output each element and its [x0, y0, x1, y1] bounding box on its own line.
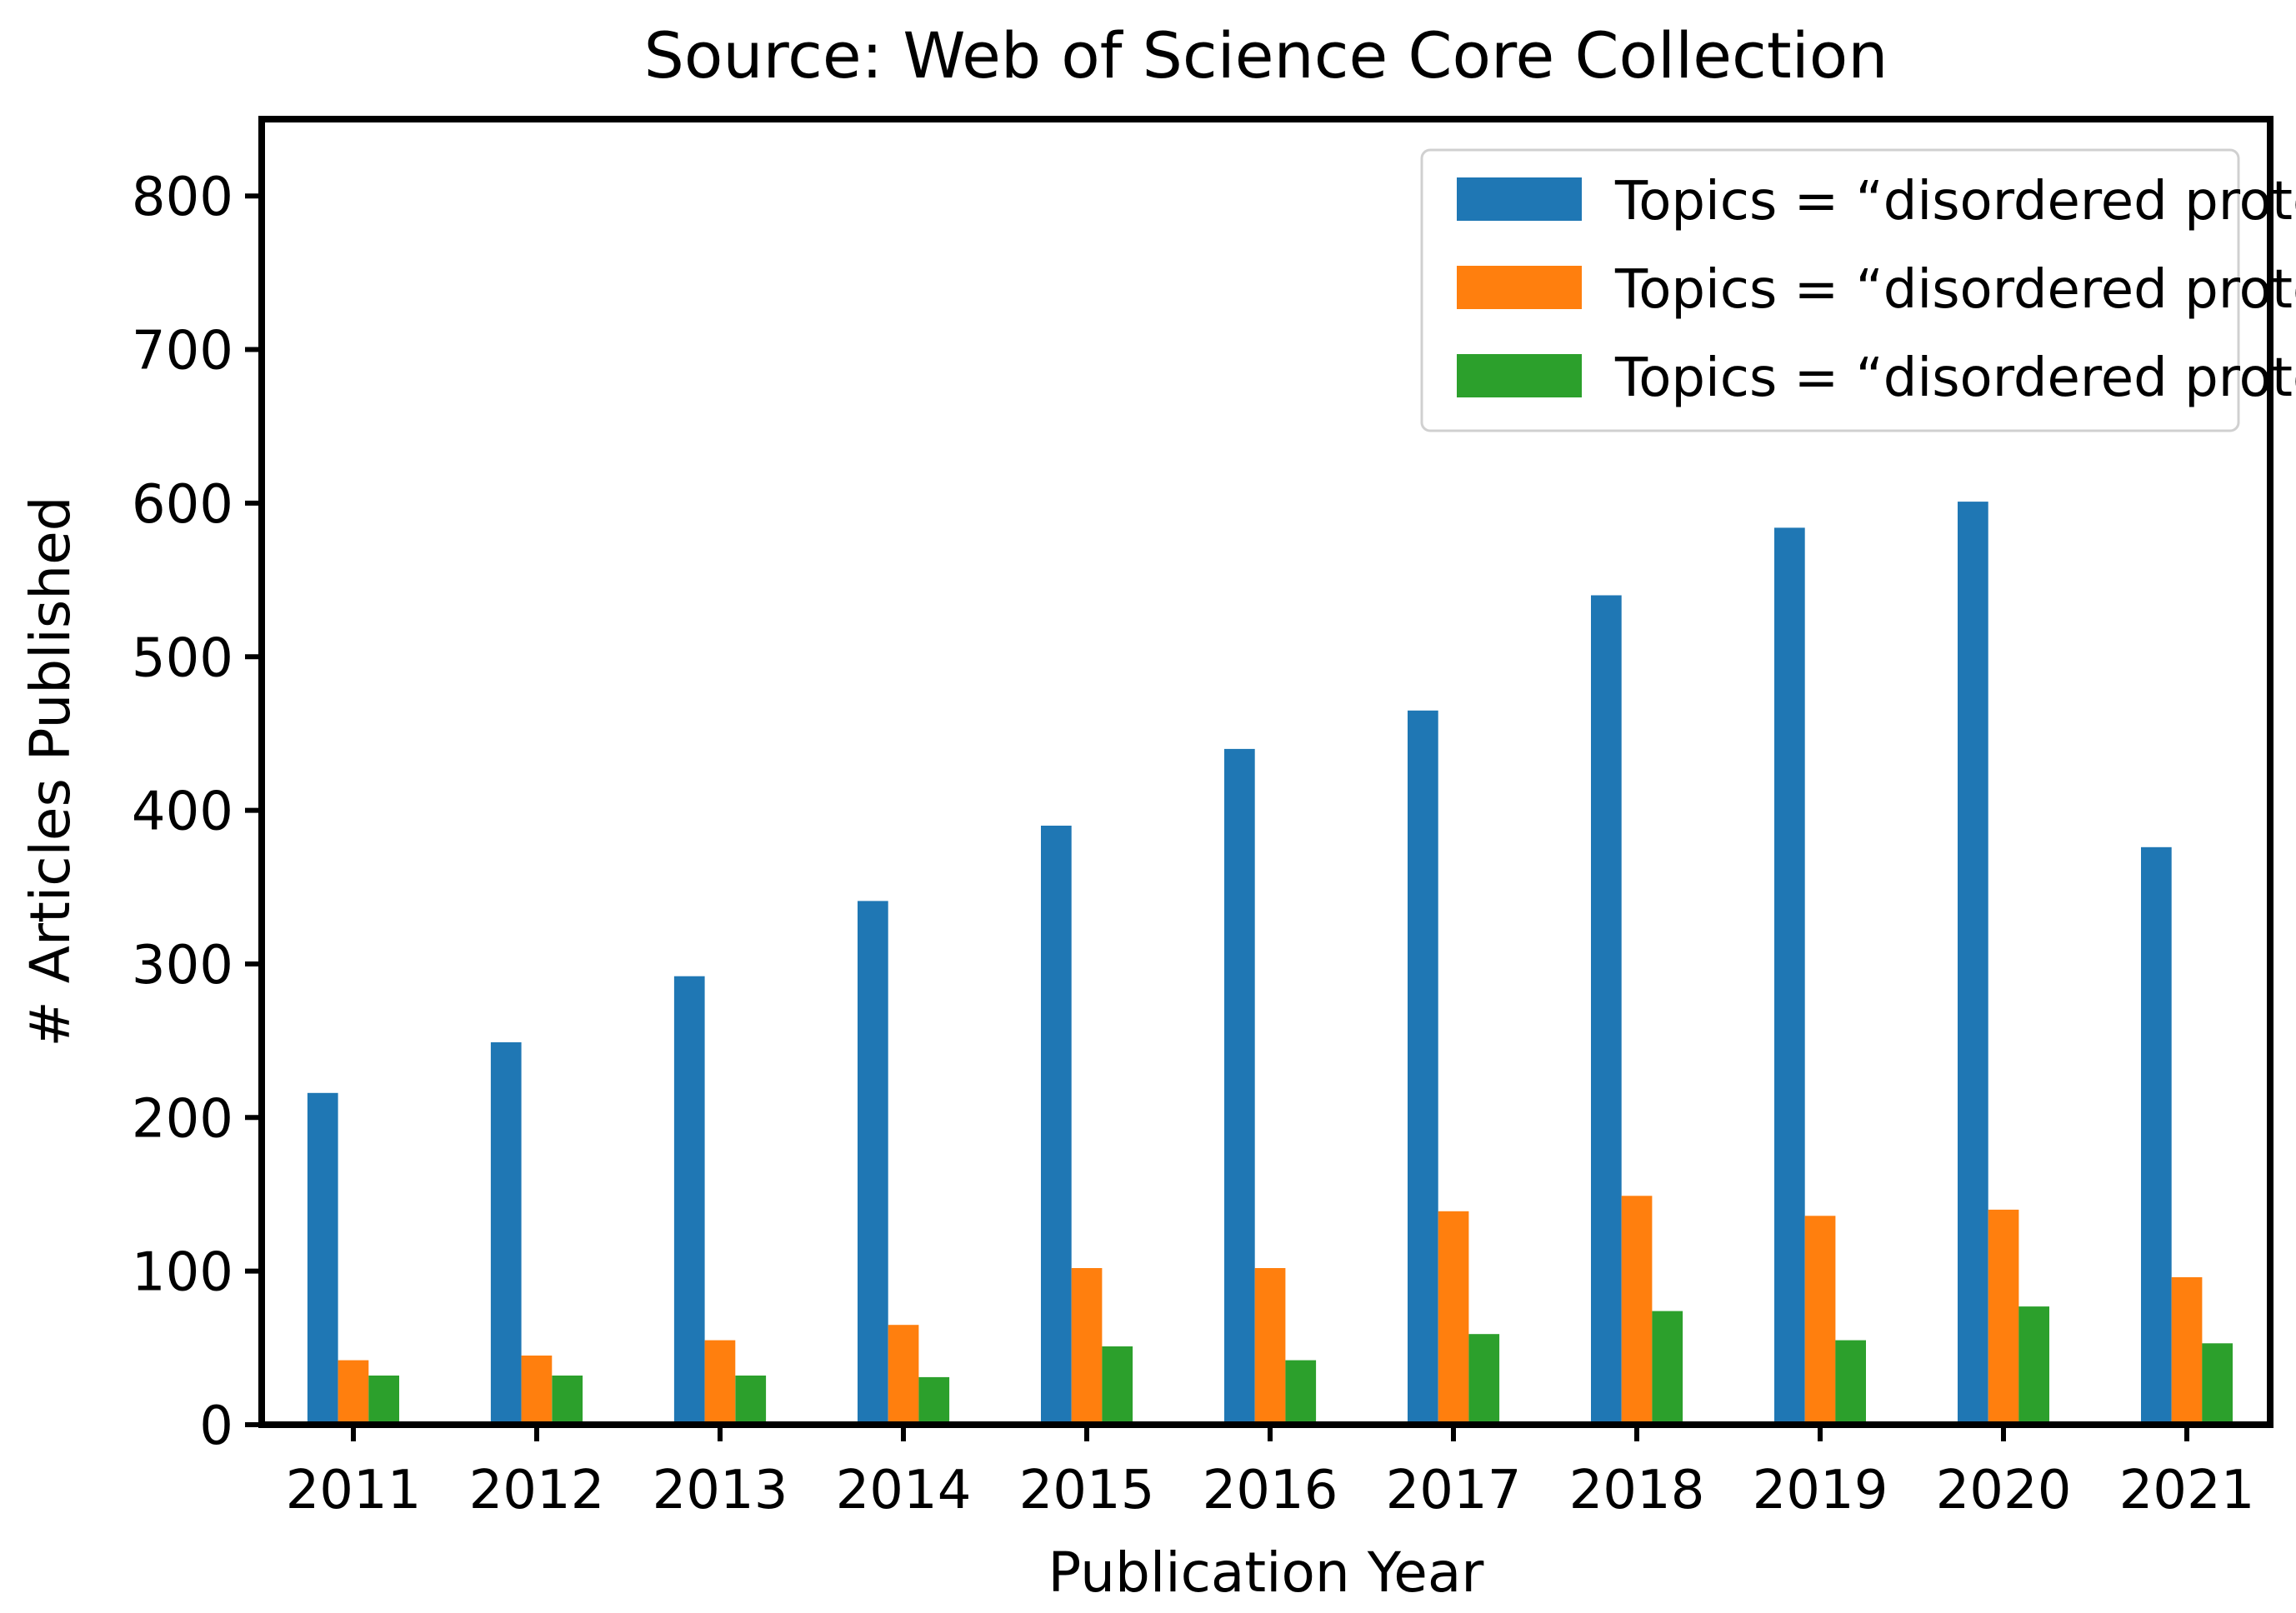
- y-tick-label: 500: [132, 627, 233, 689]
- y-tick-label: 300: [132, 935, 233, 996]
- y-tick-label: 200: [132, 1088, 233, 1150]
- x-axis: 2011 2012 2013 2014 2015 2016 2017 2018 2019 2020…: [286, 1425, 2255, 1521]
- x-tick-label: 2016: [1203, 1460, 1338, 1521]
- bar-2013-series-2: [704, 1340, 736, 1425]
- x-tick-label: 2021: [2119, 1460, 2255, 1521]
- bar-2018-series-3: [1652, 1311, 1683, 1425]
- bars-group: [307, 502, 2233, 1425]
- bar-2020-series-2: [1988, 1209, 2019, 1425]
- x-tick-label: 2017: [1386, 1460, 1522, 1521]
- x-axis-label: Publication Year: [1048, 1541, 1485, 1605]
- x-tick-label: 2011: [286, 1460, 422, 1521]
- bar-2018-series-1: [1591, 595, 1622, 1425]
- y-tick-label: 400: [132, 782, 233, 843]
- bar-2011-series-1: [307, 1092, 338, 1425]
- bar-2019-series-2: [1804, 1216, 1836, 1425]
- legend-box: [1420, 148, 2240, 432]
- y-tick-label: 100: [132, 1242, 233, 1304]
- bar-2017-series-1: [1408, 710, 1438, 1425]
- bar-2012-series-2: [521, 1356, 553, 1425]
- y-tick-label: 600: [132, 474, 233, 536]
- bar-2017-series-2: [1438, 1211, 1469, 1425]
- bar-2016-series-1: [1224, 748, 1255, 1425]
- bar-2014-series-2: [888, 1325, 919, 1425]
- chart-title: Source: Web of Science Core Collection: [644, 18, 1888, 92]
- bar-2018-series-2: [1621, 1196, 1653, 1425]
- bar-2015-series-1: [1041, 826, 1072, 1425]
- y-tick-label: 700: [132, 321, 233, 382]
- bar-2021-series-2: [2171, 1277, 2203, 1425]
- bar-2017-series-3: [1468, 1334, 1500, 1425]
- legend-label-3: Topics = “disordered protein” & “enhance…: [1614, 347, 2296, 409]
- bar-2011-series-2: [338, 1360, 369, 1425]
- legend-swatch-3: [1457, 354, 1582, 397]
- x-tick-label: 2018: [1569, 1460, 1705, 1521]
- bar-2020-series-1: [1958, 502, 1988, 1425]
- bar-2012-series-3: [552, 1376, 583, 1425]
- bar-2013-series-3: [735, 1376, 767, 1425]
- bar-2015-series-3: [1102, 1346, 1133, 1425]
- bar-2019-series-1: [1774, 527, 1805, 1425]
- y-tick-label: 0: [199, 1396, 233, 1457]
- bar-2016-series-2: [1254, 1268, 1286, 1425]
- bar-2013-series-1: [673, 976, 705, 1425]
- plot-frame: [258, 116, 2273, 1428]
- bar-2011-series-3: [368, 1376, 399, 1425]
- y-axis: 0 100 200 300 400 500 600 700 800: [132, 167, 262, 1457]
- x-tick-label: 2012: [469, 1460, 605, 1521]
- legend-label-2: Topics = “disordered protein” & “force f…: [1614, 259, 2296, 321]
- legend-swatch-1: [1457, 177, 1582, 221]
- x-tick-label: 2019: [1753, 1460, 1888, 1521]
- bar-2016-series-3: [1285, 1360, 1317, 1425]
- y-tick-label: 800: [132, 167, 233, 228]
- y-axis-label: # Articles Published: [18, 496, 83, 1046]
- bar-2020-series-3: [2018, 1306, 2049, 1425]
- x-tick-label: 2013: [653, 1460, 788, 1521]
- bar-2014-series-3: [918, 1376, 950, 1425]
- legend: Topics = “disordered protein” & “molecul…: [1420, 148, 2296, 432]
- bar-2012-series-1: [490, 1042, 522, 1425]
- bar-2021-series-3: [2202, 1343, 2233, 1425]
- bar-2019-series-3: [1835, 1340, 1866, 1425]
- bar-2015-series-2: [1071, 1268, 1103, 1425]
- bar-2021-series-1: [2141, 846, 2172, 1425]
- x-tick-label: 2014: [836, 1460, 972, 1521]
- bar-2014-series-1: [858, 901, 888, 1425]
- x-tick-label: 2020: [1936, 1460, 2072, 1521]
- legend-label-1: Topics = “disordered protein” & “molecul…: [1614, 171, 2296, 232]
- x-tick-label: 2015: [1019, 1460, 1155, 1521]
- legend-swatch-2: [1457, 266, 1582, 309]
